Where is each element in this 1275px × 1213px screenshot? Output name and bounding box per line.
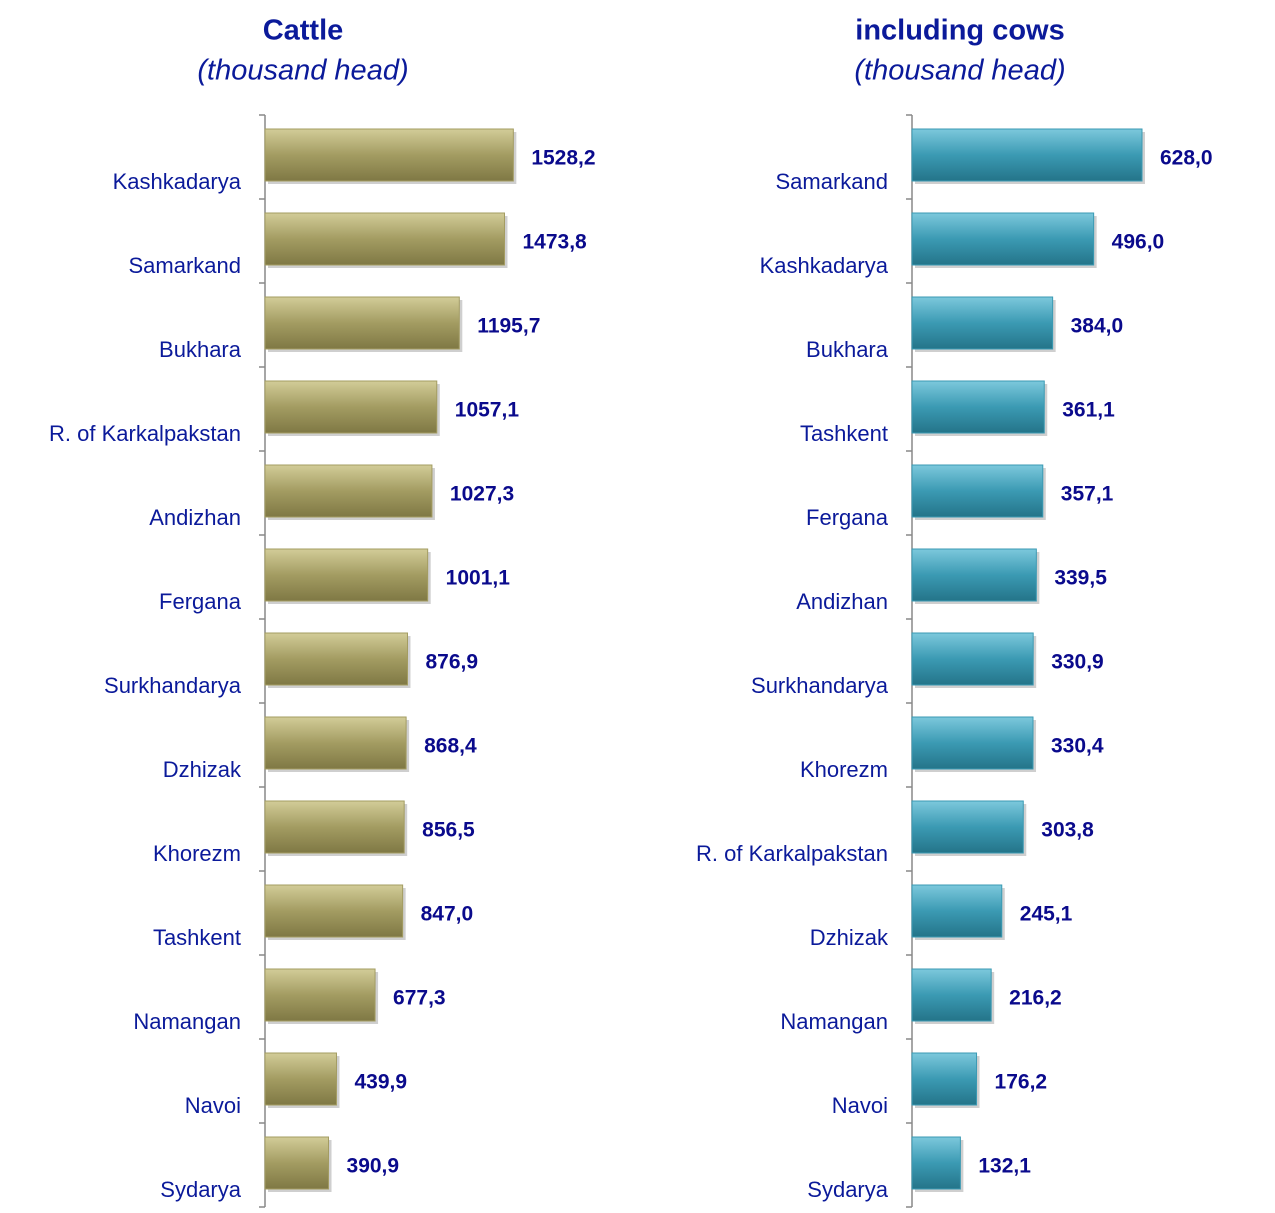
value-label: 1473,8 bbox=[522, 231, 587, 254]
value-label: 628,0 bbox=[1160, 147, 1213, 170]
value-label: 439,9 bbox=[354, 1071, 407, 1094]
bar bbox=[264, 464, 433, 518]
bar bbox=[264, 884, 404, 938]
value-label: 339,5 bbox=[1054, 567, 1107, 590]
bar bbox=[264, 1052, 337, 1106]
value-label: 1057,1 bbox=[455, 399, 520, 422]
bar bbox=[264, 548, 429, 602]
bar bbox=[264, 128, 514, 182]
bar bbox=[264, 800, 405, 854]
category-label: Sydarya bbox=[807, 1177, 888, 1202]
bar bbox=[264, 1136, 330, 1190]
bar bbox=[264, 380, 438, 434]
bar bbox=[911, 296, 1054, 350]
bar bbox=[911, 380, 1045, 434]
bar bbox=[911, 1052, 978, 1106]
value-label: 868,4 bbox=[424, 735, 477, 758]
bar bbox=[911, 968, 992, 1022]
bar bbox=[911, 632, 1034, 686]
bar bbox=[911, 1136, 961, 1190]
bar bbox=[911, 548, 1037, 602]
bar bbox=[911, 464, 1044, 518]
value-label: 496,0 bbox=[1112, 231, 1165, 254]
bar bbox=[911, 716, 1034, 770]
bar bbox=[911, 212, 1095, 266]
value-label: 1027,3 bbox=[450, 483, 514, 506]
category-label: Khorezm bbox=[800, 757, 888, 782]
value-label: 1195,7 bbox=[477, 315, 540, 338]
category-label: Kashkadarya bbox=[760, 253, 889, 278]
value-label: 216,2 bbox=[1009, 987, 1062, 1010]
value-label: 390,9 bbox=[347, 1155, 400, 1178]
category-label: Surkhandarya bbox=[751, 673, 889, 698]
category-label: Fergana bbox=[159, 589, 242, 614]
bar bbox=[911, 800, 1024, 854]
bar bbox=[264, 296, 460, 350]
value-label: 330,4 bbox=[1051, 735, 1104, 758]
bar bbox=[911, 884, 1003, 938]
bar bbox=[911, 128, 1143, 182]
bar bbox=[264, 632, 408, 686]
category-label: Navoi bbox=[185, 1093, 241, 1118]
category-label: Bukhara bbox=[806, 337, 889, 362]
value-label: 245,1 bbox=[1020, 903, 1073, 926]
value-label: 856,5 bbox=[422, 819, 475, 842]
category-label: Fergana bbox=[806, 505, 889, 530]
category-label: Tashkent bbox=[153, 925, 241, 950]
category-label: Khorezm bbox=[153, 841, 241, 866]
bar bbox=[264, 716, 407, 770]
value-label: 847,0 bbox=[421, 903, 474, 926]
category-label: R. of Karkalpakstan bbox=[49, 421, 241, 446]
value-label: 876,9 bbox=[425, 651, 478, 674]
chart-subtitle: (thousand head) bbox=[197, 55, 408, 87]
bar bbox=[264, 968, 376, 1022]
value-label: 303,8 bbox=[1041, 819, 1094, 842]
category-label: Namangan bbox=[133, 1009, 241, 1034]
value-label: 361,1 bbox=[1062, 399, 1115, 422]
chart-title: including cows bbox=[855, 15, 1064, 47]
category-label: Dzhizak bbox=[163, 757, 242, 782]
chart-subtitle: (thousand head) bbox=[854, 55, 1065, 87]
category-label: Tashkent bbox=[800, 421, 888, 446]
value-label: 357,1 bbox=[1061, 483, 1114, 506]
category-label: Bukhara bbox=[159, 337, 242, 362]
value-label: 677,3 bbox=[393, 987, 446, 1010]
chart-title: Cattle bbox=[263, 15, 344, 47]
value-label: 132,1 bbox=[978, 1155, 1031, 1178]
value-label: 384,0 bbox=[1071, 315, 1124, 338]
value-label: 176,2 bbox=[995, 1071, 1048, 1094]
category-label: Surkhandarya bbox=[104, 673, 242, 698]
category-label: Andizhan bbox=[796, 589, 888, 614]
value-label: 1001,1 bbox=[446, 567, 511, 590]
category-label: Namangan bbox=[780, 1009, 888, 1034]
bar bbox=[264, 212, 505, 266]
category-label: Andizhan bbox=[149, 505, 241, 530]
category-label: R. of Karkalpakstan bbox=[696, 841, 888, 866]
category-label: Kashkadarya bbox=[113, 169, 242, 194]
value-label: 330,9 bbox=[1051, 651, 1104, 674]
category-label: Navoi bbox=[832, 1093, 888, 1118]
category-label: Samarkand bbox=[128, 253, 241, 278]
category-label: Sydarya bbox=[160, 1177, 241, 1202]
value-label: 1528,2 bbox=[531, 147, 595, 170]
category-label: Samarkand bbox=[775, 169, 888, 194]
category-label: Dzhizak bbox=[810, 925, 889, 950]
